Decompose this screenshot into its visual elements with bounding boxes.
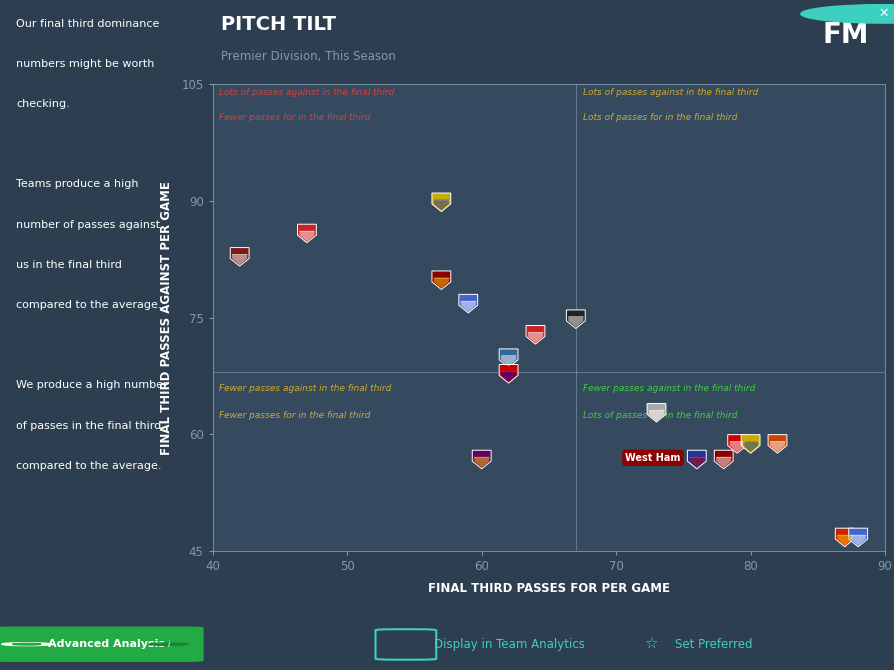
Text: us in the final third: us in the final third: [16, 260, 122, 270]
Polygon shape: [728, 435, 746, 453]
Polygon shape: [528, 332, 543, 343]
Polygon shape: [432, 193, 451, 212]
Polygon shape: [768, 435, 787, 453]
Polygon shape: [850, 535, 865, 545]
Text: Advanced Analysis: Advanced Analysis: [48, 639, 165, 649]
Y-axis label: FINAL THIRD PASSES AGAINST PER GAME: FINAL THIRD PASSES AGAINST PER GAME: [160, 181, 173, 454]
Text: West Ham: West Ham: [625, 453, 680, 463]
Text: Fewer passes for in the final third: Fewer passes for in the final third: [220, 411, 371, 420]
Text: Fewer passes for in the final third: Fewer passes for in the final third: [220, 113, 371, 123]
Circle shape: [13, 643, 41, 645]
Polygon shape: [499, 349, 518, 367]
Polygon shape: [689, 457, 704, 468]
Text: FM: FM: [822, 21, 869, 49]
Text: Fewer passes against in the final third: Fewer passes against in the final third: [220, 384, 392, 393]
Polygon shape: [459, 294, 477, 313]
Polygon shape: [299, 230, 315, 242]
Text: Lots of passes against in the final third: Lots of passes against in the final thir…: [583, 88, 758, 96]
Polygon shape: [770, 442, 785, 452]
Polygon shape: [714, 450, 733, 469]
Polygon shape: [569, 316, 584, 328]
Polygon shape: [526, 326, 544, 344]
Text: ✕: ✕: [879, 7, 889, 20]
Polygon shape: [434, 200, 449, 210]
Text: Lots of passes for in the final third: Lots of passes for in the final third: [583, 113, 737, 123]
Text: of passes in the final third: of passes in the final third: [16, 421, 162, 431]
Polygon shape: [474, 457, 489, 468]
Polygon shape: [649, 410, 664, 421]
Polygon shape: [743, 442, 758, 452]
Text: number of passes against: number of passes against: [16, 220, 160, 230]
Text: Premier Division, This Season: Premier Division, This Season: [221, 50, 396, 63]
Text: PITCH TILT: PITCH TILT: [221, 15, 336, 34]
Text: Lots of passes against in the final third: Lots of passes against in the final thir…: [220, 88, 395, 96]
Text: Fewer passes against in the final third: Fewer passes against in the final third: [583, 384, 755, 393]
Circle shape: [2, 643, 52, 646]
Text: Our final third dominance: Our final third dominance: [16, 19, 160, 29]
Polygon shape: [472, 450, 491, 469]
Text: Set Preferred: Set Preferred: [675, 638, 753, 651]
Polygon shape: [501, 356, 516, 366]
Circle shape: [801, 5, 894, 23]
Polygon shape: [835, 528, 854, 547]
Text: i: i: [168, 640, 170, 649]
Text: numbers might be worth: numbers might be worth: [16, 59, 155, 69]
X-axis label: FINAL THIRD PASSES FOR PER GAME: FINAL THIRD PASSES FOR PER GAME: [428, 582, 670, 595]
Text: compared to the average.: compared to the average.: [16, 300, 162, 310]
Polygon shape: [432, 271, 451, 289]
Text: We produce a high number: We produce a high number: [16, 381, 168, 391]
Polygon shape: [499, 364, 518, 383]
Polygon shape: [567, 310, 586, 328]
Polygon shape: [231, 248, 249, 266]
Text: Display in Team Analytics: Display in Team Analytics: [434, 638, 585, 651]
Text: compared to the average.: compared to the average.: [16, 461, 162, 471]
FancyBboxPatch shape: [0, 627, 203, 661]
Polygon shape: [687, 450, 706, 469]
Polygon shape: [730, 442, 745, 452]
Text: checking.: checking.: [16, 99, 70, 109]
Polygon shape: [232, 254, 248, 265]
Circle shape: [149, 643, 189, 645]
Polygon shape: [647, 403, 666, 422]
Text: Teams produce a high: Teams produce a high: [16, 180, 139, 190]
Text: ☆: ☆: [644, 636, 657, 652]
Polygon shape: [716, 457, 731, 468]
Text: Lots of passes for in the final third: Lots of passes for in the final third: [583, 411, 737, 420]
Polygon shape: [460, 301, 476, 312]
Polygon shape: [298, 224, 316, 243]
Polygon shape: [501, 371, 516, 382]
Polygon shape: [741, 435, 760, 453]
Polygon shape: [434, 277, 449, 288]
Polygon shape: [848, 528, 867, 547]
Polygon shape: [837, 535, 852, 545]
